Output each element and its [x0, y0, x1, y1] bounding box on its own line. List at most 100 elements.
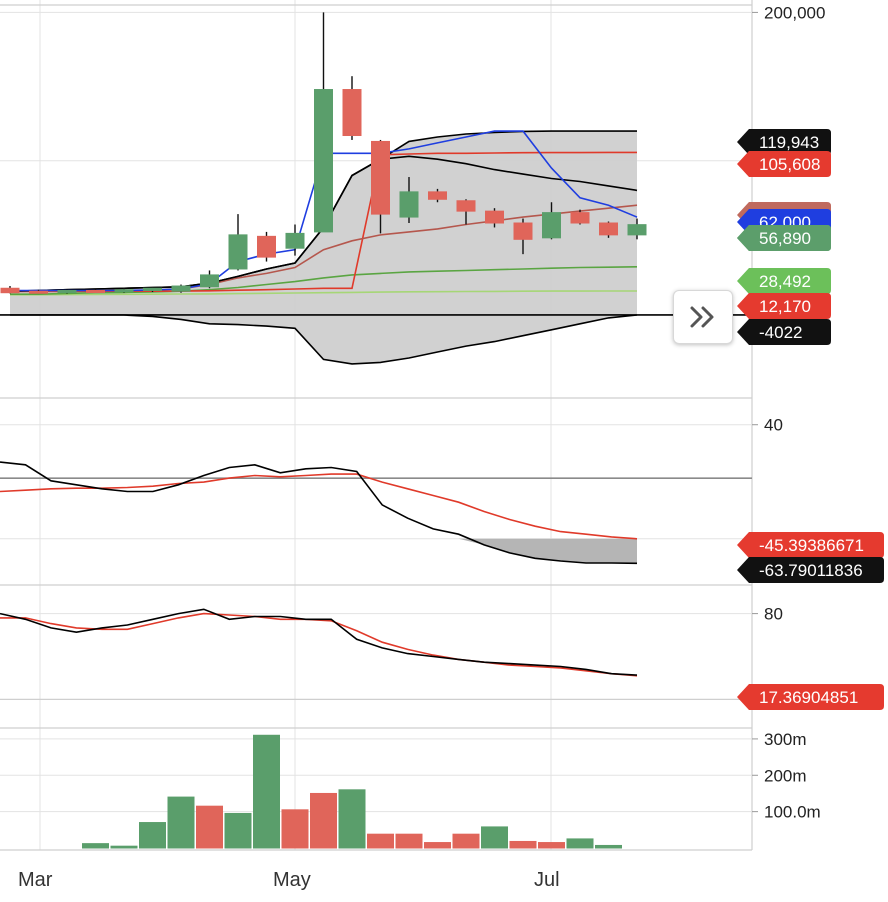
volume-bar-6: [167, 796, 195, 849]
price-badge-6: 12,170: [737, 293, 831, 319]
volume-bar-21: [595, 844, 622, 849]
volume-bar-4: [110, 845, 138, 849]
candle-7: [200, 270, 219, 289]
badge-label: 28,492: [759, 272, 811, 291]
volume-bar-7: [196, 805, 223, 849]
candle-body: [428, 191, 447, 200]
candle-body: [371, 140, 390, 215]
candle-1: [29, 289, 48, 294]
rsi-badge-0: 17.36904851: [737, 684, 884, 710]
x-tick-label-mar: Mar: [18, 869, 53, 891]
candle-2: [57, 289, 77, 294]
volume-bar-18: [509, 840, 537, 849]
candle-body: [485, 210, 504, 224]
volume-bar-14: [395, 833, 423, 849]
candle-16: [456, 199, 476, 225]
macd-panel: [0, 424, 752, 565]
macd-oversold-area: [0, 538, 637, 564]
volume-bar-3: [82, 843, 109, 849]
volume-bar-15: [424, 842, 451, 849]
macd-badge-1: -63.79011836: [737, 557, 884, 583]
candle-body: [29, 290, 48, 294]
rsi-signal-line: [0, 612, 638, 677]
ma-green-line: [10, 266, 638, 295]
candle-15: [428, 188, 447, 203]
candle-0: [0, 286, 20, 294]
candle-body: [114, 289, 134, 293]
candle-body: [342, 89, 362, 137]
candle-17: [485, 208, 504, 228]
badge-shape: [737, 532, 884, 558]
price-badge-7: -4022: [737, 319, 831, 345]
badge-label: -63.79011836: [759, 561, 863, 580]
badge-label: 119,943: [759, 133, 819, 152]
candle-body: [542, 212, 561, 239]
price-badge-1: 105,608: [737, 151, 831, 177]
candle-4: [114, 288, 134, 293]
candle-22: [627, 218, 647, 240]
badge-shape: [737, 268, 831, 294]
badge-shape: [737, 225, 831, 251]
candle-9: [257, 231, 276, 262]
badge-label: 105,608: [759, 155, 820, 174]
candle-12: [342, 76, 362, 140]
badge-label: 17.36904851: [759, 688, 858, 707]
volume-tick-label-1: 200m: [764, 766, 807, 785]
volume-bar-10: [281, 809, 309, 849]
candle-body: [285, 232, 305, 249]
badge-shape: [737, 684, 884, 710]
volume-tick-label-0: 300m: [764, 730, 807, 749]
double-chevron-right-icon: [690, 306, 714, 328]
bollinger-band-area: [10, 131, 637, 364]
scroll-to-latest-button[interactable]: [673, 290, 733, 344]
candle-body: [143, 287, 162, 291]
price-badge-current: 56,890: [737, 225, 831, 251]
rsi-panel: [0, 608, 752, 701]
candle-6: [171, 284, 191, 293]
volume-bar-20: [566, 838, 594, 849]
price-panel: [0, 11, 752, 365]
candle-body: [314, 89, 333, 233]
macd-signal-line: [0, 473, 638, 540]
candle-body: [599, 222, 618, 236]
volume-bar-5: [139, 822, 166, 849]
badge-shape: [737, 293, 831, 319]
candle-5: [143, 287, 162, 292]
badge-label: -4022: [759, 323, 802, 342]
volume-bar-12: [338, 789, 366, 849]
price-badge-0: 119,943: [737, 129, 831, 155]
candle-19: [542, 202, 561, 240]
candle-body: [0, 287, 20, 294]
last-value-badges: 119,943105,60870,00062,00056,89028,49212…: [737, 129, 884, 710]
ma-lightgreen-line: [10, 290, 637, 296]
macd-badge-0: -45.39386671: [737, 532, 884, 558]
candle-11: [314, 12, 333, 233]
candle-body: [399, 191, 419, 218]
badge-label: 12,170: [759, 297, 811, 316]
candle-body: [57, 289, 77, 293]
rsi-main-line: [0, 608, 638, 676]
candle-body: [513, 222, 533, 240]
volume-bar-9: [253, 734, 280, 849]
candle-3: [86, 288, 105, 293]
volume-tick-label-2: 100.0m: [764, 803, 821, 822]
rsi-tick-label: 80: [764, 605, 783, 624]
macd-tick-label: 40: [764, 416, 783, 435]
candle-body: [257, 235, 276, 258]
y-axis: 200,000 40 80 300m 200m 100.0m: [752, 3, 825, 822]
badge-shape: [737, 557, 884, 583]
volume-bar-11: [310, 792, 337, 849]
badge-label: 56,890: [759, 229, 811, 248]
candle-10: [285, 224, 305, 256]
candle-20: [570, 209, 590, 225]
volume-bar-19: [538, 842, 565, 849]
candle-body: [171, 285, 191, 292]
candle-8: [228, 214, 248, 271]
badge-label: -45.39386671: [759, 536, 864, 555]
candle-body: [456, 200, 476, 212]
macd-main-line: [0, 461, 638, 565]
volume-bar-17: [481, 826, 508, 849]
badge-shape: [737, 129, 831, 155]
price-badge-5: 28,492: [737, 268, 831, 294]
